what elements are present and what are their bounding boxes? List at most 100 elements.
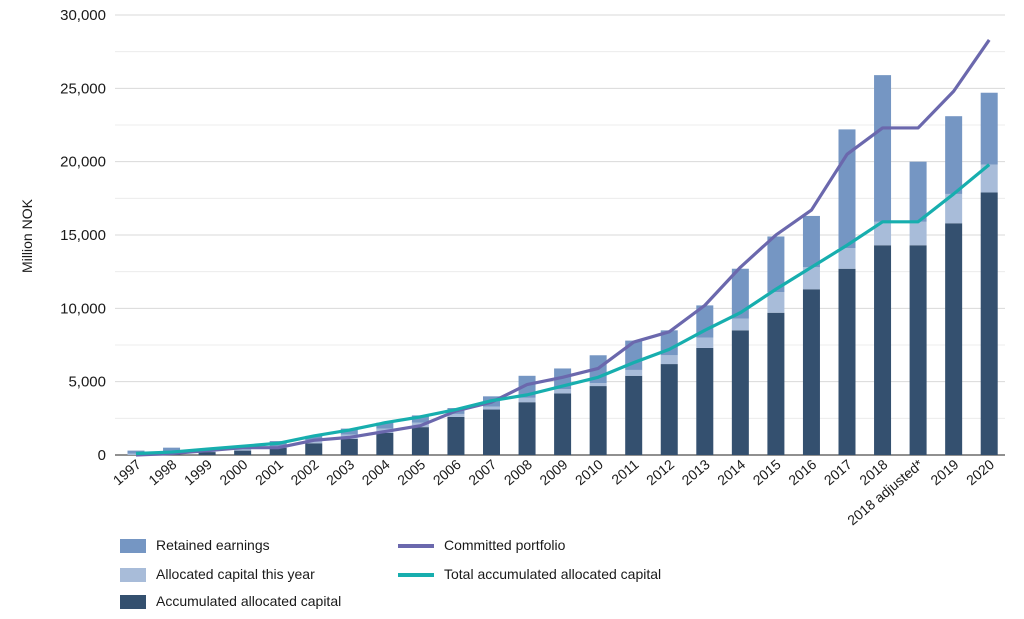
bar-segment	[447, 416, 465, 455]
bar-stack	[945, 116, 963, 455]
line-series	[135, 39, 991, 457]
bar-segment	[980, 164, 998, 193]
bar-segment	[874, 245, 892, 455]
y-tick-label: 25,000	[60, 80, 106, 97]
bar-segment	[376, 433, 394, 455]
bar-segment	[447, 413, 465, 417]
bar-segment	[767, 312, 785, 455]
bar-segment	[411, 427, 429, 455]
bar-segment	[625, 369, 643, 376]
bar-segment	[483, 409, 500, 455]
bar-stacks	[127, 75, 998, 455]
bar-stack	[731, 268, 749, 455]
bar-segment	[802, 215, 820, 268]
legend-label: Committed portfolio	[444, 537, 566, 553]
bar-segment	[731, 330, 749, 455]
bar-segment	[909, 161, 927, 222]
bar-segment	[696, 337, 714, 348]
bar-segment	[838, 129, 856, 249]
bar-segment	[980, 92, 998, 165]
y-axis-ticks: 0 5,000 10,000 15,000 20,000 25,000 30,000	[60, 7, 106, 464]
legend-swatch-retained-earnings	[120, 539, 146, 553]
y-axis-label: Million NOK	[19, 198, 35, 273]
y-tick-label: 10,000	[60, 300, 106, 317]
x-tick-label: 2016	[785, 456, 819, 488]
x-tick-label: 2007	[465, 456, 499, 488]
bar-segment	[767, 292, 785, 313]
legend-label: Accumulated allocated capital	[156, 593, 342, 609]
bar-stack	[767, 236, 785, 455]
bar-segment	[163, 447, 181, 453]
bar-segment	[660, 355, 678, 365]
bar-segment	[838, 268, 856, 455]
bar-segment	[198, 452, 216, 455]
legend-swatch-total-accumulated-allocated-capital	[398, 573, 434, 577]
series-line	[135, 39, 991, 457]
x-tick-label: 2003	[323, 456, 357, 488]
x-tick-label: 2000	[216, 456, 250, 488]
x-tick-label: 1999	[181, 456, 215, 488]
bar-stack	[660, 330, 678, 455]
series-line	[135, 163, 991, 456]
bar-segment	[625, 375, 643, 455]
bar-stack	[554, 368, 572, 455]
bar-segment	[234, 450, 252, 455]
bar-segment	[874, 75, 892, 222]
bar-segment	[980, 192, 998, 455]
bar-segment	[340, 438, 358, 455]
bar-stack	[376, 422, 394, 455]
x-tick-label: 2002	[288, 456, 322, 488]
bar-segment	[305, 435, 323, 441]
bar-segment	[234, 449, 252, 451]
bar-segment	[838, 248, 856, 269]
x-tick-label: 2004	[359, 456, 393, 488]
bar-stack	[874, 75, 892, 455]
bar-segment	[518, 402, 536, 455]
x-tick-label: 2017	[821, 456, 855, 488]
bar-segment	[731, 268, 749, 319]
bar-segment	[696, 347, 714, 455]
y-tick-label: 5,000	[68, 374, 106, 391]
x-tick-label: 2012	[643, 456, 677, 488]
x-tick-label: 2006	[430, 456, 464, 488]
bar-segment	[802, 267, 820, 290]
bar-segment	[269, 447, 287, 455]
bar-segment	[909, 221, 927, 246]
bar-segment	[589, 383, 607, 387]
x-axis-ticks: 1997 1998 1999 2000 2001 2002 2003 2004 2005 2006…	[110, 456, 998, 529]
legend-swatch-committed-portfolio	[398, 544, 434, 548]
bar-segment	[305, 443, 323, 455]
legend-swatch-accumulated-allocated-capital	[120, 595, 146, 609]
x-tick-label: 2013	[679, 456, 713, 488]
bar-stack	[909, 161, 927, 455]
bar-segment	[767, 236, 785, 293]
bar-stack	[411, 415, 429, 455]
bar-segment	[802, 289, 820, 455]
bar-segment	[909, 245, 927, 455]
bar-stack	[802, 215, 820, 455]
bar-stack	[980, 92, 998, 455]
x-tick-label: 2005	[394, 456, 428, 488]
bar-segment	[660, 364, 678, 455]
x-tick-label: 2011	[608, 456, 642, 488]
x-tick-label: 2015	[750, 456, 784, 488]
bar-segment	[945, 193, 963, 224]
bar-segment	[589, 386, 607, 455]
bar-segment	[945, 116, 963, 194]
x-tick-label: 2009	[536, 456, 570, 488]
bar-segment	[554, 389, 572, 394]
legend-label: Total accumulated allocated capital	[444, 566, 662, 582]
bar-segment	[376, 422, 394, 429]
bar-stack	[625, 340, 643, 455]
bar-segment	[554, 393, 572, 455]
bar-segment	[874, 221, 892, 246]
legend-swatch-allocated-capital-this-year	[120, 568, 146, 582]
legend-label: Retained earnings	[156, 537, 270, 553]
x-tick-label: 2020	[963, 456, 997, 488]
bar-segment	[518, 397, 536, 403]
bar-stack	[838, 129, 856, 455]
y-tick-label: 30,000	[60, 7, 106, 24]
bar-segment	[483, 406, 500, 410]
bar-segment	[411, 415, 429, 423]
